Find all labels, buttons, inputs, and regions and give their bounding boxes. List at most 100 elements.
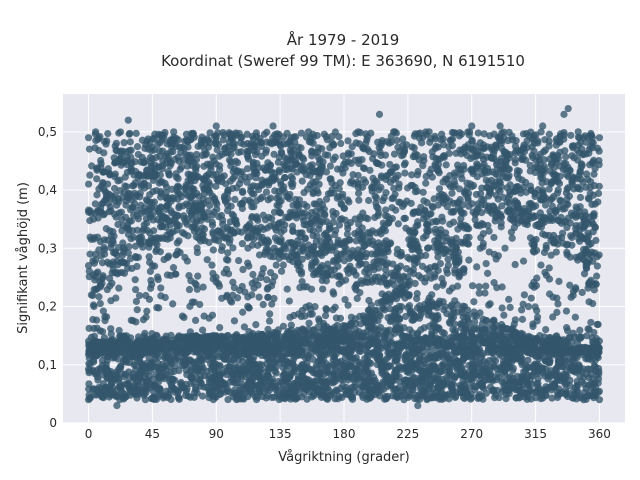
data-point [511,385,519,394]
data-point [513,186,521,194]
data-point [428,148,436,156]
data-point [170,367,178,376]
data-point [152,395,161,404]
data-point [205,372,213,380]
data-point [576,168,584,176]
data-point [184,143,192,151]
data-point [300,221,308,229]
data-point [330,353,339,361]
data-point [512,394,520,402]
data-point [502,358,511,366]
data-point [105,208,113,216]
data-point [282,213,290,221]
data-point [289,180,297,188]
data-point [557,197,565,205]
data-point [245,378,253,386]
data-point [508,132,516,140]
data-point [589,144,597,152]
data-point [307,366,316,374]
data-point [550,192,558,201]
data-point [244,155,253,163]
data-point [298,177,306,185]
data-point [453,364,462,372]
data-point [449,199,458,207]
data-point [503,198,511,206]
data-point [467,166,475,174]
data-point [285,359,293,367]
data-point [187,379,195,388]
data-point [534,139,542,147]
data-point [472,190,481,199]
data-point [147,204,156,212]
data-point [126,138,134,146]
data-point [238,240,247,248]
data-point [341,372,349,380]
data-point [415,357,423,365]
data-point [501,161,509,169]
data-point [584,391,592,399]
data-point [443,355,451,363]
data-point [239,380,247,389]
data-point [531,190,539,198]
data-point [155,378,163,386]
data-point [480,130,488,138]
data-point [287,172,295,181]
data-point [337,200,345,208]
data-point [93,191,101,199]
data-point [215,353,223,361]
data-point [160,131,168,139]
data-point [403,357,411,365]
data-point [369,382,377,390]
data-point [100,185,108,193]
data-point [405,363,413,371]
data-point [393,390,401,398]
data-point [563,185,571,193]
data-point [467,394,475,402]
data-point [191,210,200,218]
data-point [197,136,205,144]
data-point [372,194,380,202]
data-point [298,241,306,249]
data-point [99,272,107,280]
data-point [318,145,326,153]
data-point [152,153,160,162]
data-point [365,196,373,205]
data-point [175,222,183,230]
data-point [154,163,162,171]
data-point [595,147,603,155]
data-point [326,391,334,399]
data-point [234,167,242,175]
data-point [569,394,577,402]
data-point [401,145,409,153]
data-point [422,251,430,260]
data-point [290,383,298,391]
data-point [464,141,472,149]
data-point [224,356,233,364]
data-point [87,333,95,341]
data-point [585,241,593,249]
data-point [163,356,172,365]
data-point [123,183,131,191]
data-point [348,393,357,401]
data-point [244,148,252,156]
data-point [237,148,245,156]
data-point [296,364,304,373]
data-point [539,230,547,238]
data-point [237,228,246,236]
data-point [533,369,542,378]
data-point [361,386,369,394]
data-point [188,374,196,382]
data-point [99,380,107,388]
data-point [453,161,462,169]
chart-title-line-2: Koordinat (Sweref 99 TM): E 363690, N 61… [161,52,525,70]
data-point [300,165,309,173]
data-point [331,377,339,385]
data-point [578,368,586,376]
data-point [369,154,377,163]
data-point [314,189,322,197]
data-point [410,144,418,152]
data-point [329,212,338,220]
data-point [498,202,506,210]
data-point [398,152,406,160]
